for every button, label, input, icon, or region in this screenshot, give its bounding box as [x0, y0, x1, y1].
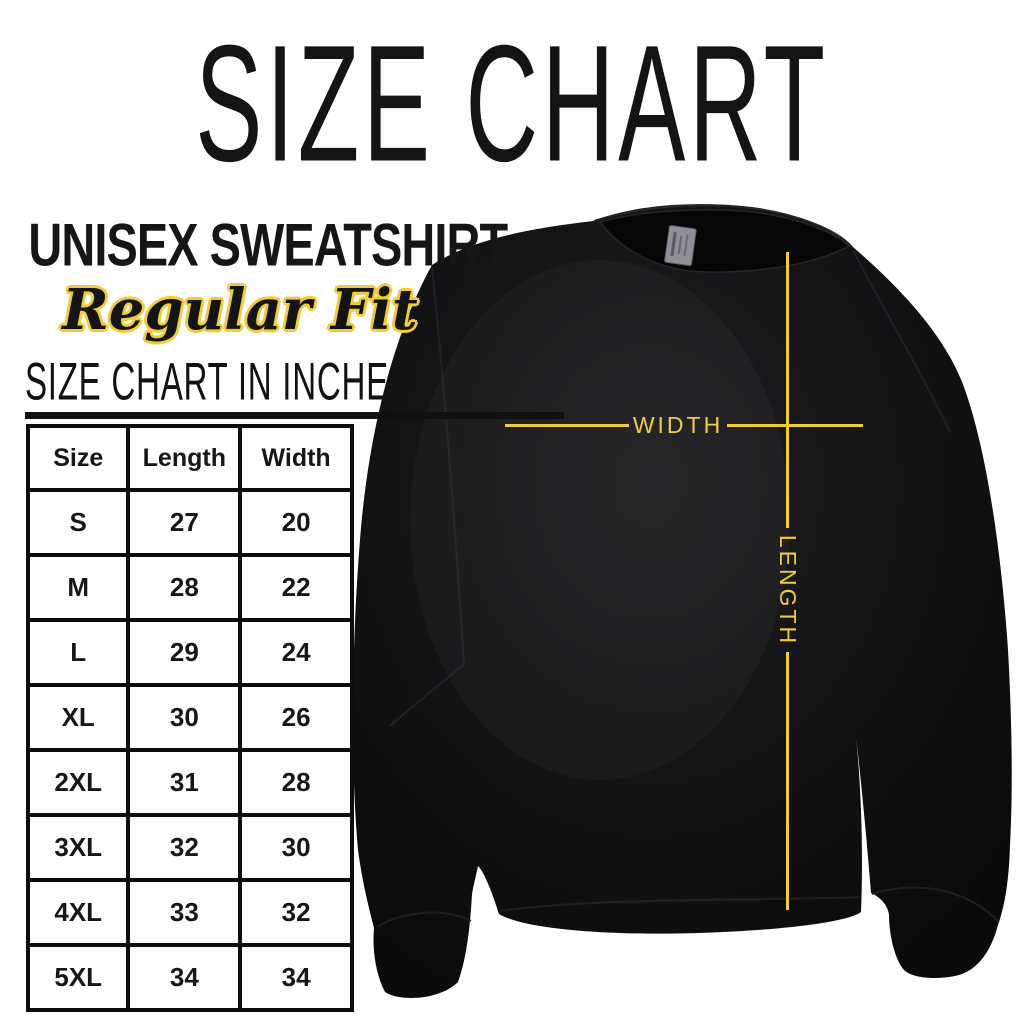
- cell-width: 20: [238, 488, 354, 557]
- table-row: L 29 24: [25, 618, 354, 687]
- cell-size: 5XL: [25, 943, 131, 1012]
- cell-width: 26: [238, 683, 354, 752]
- left-cuff-seam: [376, 911, 472, 928]
- cell-length: 27: [126, 488, 243, 557]
- right-shoulder-seam: [852, 249, 951, 433]
- cell-width: 30: [238, 813, 354, 882]
- page-title: SIZE CHART: [195, 10, 829, 196]
- cell-width: 28: [238, 748, 354, 817]
- length-label-wrap: LENGTH: [766, 528, 810, 652]
- cell-size: S: [25, 488, 131, 557]
- cell-length: 33: [126, 878, 243, 947]
- size-table: Size Length Width S 27 20 M 28 22 L 29 2…: [25, 424, 354, 1012]
- length-label: LENGTH: [775, 534, 802, 646]
- cell-size: M: [25, 553, 131, 622]
- section-heading: SIZE CHART IN INCHES: [25, 351, 565, 419]
- length-measure-line-bottom: [786, 652, 789, 910]
- table-row: M 28 22: [25, 553, 354, 622]
- width-label-wrap: WIDTH: [629, 411, 727, 439]
- sweatshirt-silhouette: [352, 204, 1012, 998]
- cell-length: 29: [126, 618, 243, 687]
- section-heading-text: SIZE CHART IN INCHES: [25, 351, 412, 411]
- cell-size: 3XL: [25, 813, 131, 882]
- cell-width: 32: [238, 878, 354, 947]
- col-header-length: Length: [126, 424, 243, 492]
- col-header-width: Width: [238, 424, 354, 492]
- table-row: S 27 20: [25, 488, 354, 557]
- product-name: UNISEX SWEATSHIRT: [28, 211, 508, 279]
- collar-seam: [593, 204, 853, 248]
- cell-size: 2XL: [25, 748, 131, 817]
- width-measure-line-right: [727, 424, 863, 427]
- left-armhole-seam: [389, 663, 465, 727]
- cell-size: XL: [25, 683, 131, 752]
- left-shoulder-seam: [431, 267, 465, 665]
- table-row: 2XL 31 28: [25, 748, 354, 817]
- cell-width: 34: [238, 943, 354, 1012]
- hem-rib-seam: [499, 896, 861, 912]
- cell-length: 31: [126, 748, 243, 817]
- table-header-row: Size Length Width: [25, 424, 354, 492]
- product-subheading: UNISEX SWEATSHIRT Regular Fit: [10, 210, 508, 343]
- table-row: 5XL 34 34: [25, 943, 354, 1012]
- cell-size: L: [25, 618, 131, 687]
- right-cuff-seam: [871, 886, 1000, 923]
- cell-length: 28: [126, 553, 243, 622]
- table-row: 4XL 33 32: [25, 878, 354, 947]
- col-header-size: Size: [25, 424, 131, 492]
- page-title-wrap: SIZE CHART: [0, 8, 1024, 195]
- table-row: XL 30 26: [25, 683, 354, 752]
- cell-width: 24: [238, 618, 354, 687]
- product-fit: Regular Fit: [62, 277, 418, 343]
- cell-size: 4XL: [25, 878, 131, 947]
- neck-tag: [664, 225, 697, 267]
- width-label: WIDTH: [632, 411, 724, 438]
- table-row: 3XL 32 30: [25, 813, 354, 882]
- width-measure-line-left: [505, 424, 629, 427]
- length-measure-line-top: [786, 252, 789, 528]
- cell-width: 22: [238, 553, 354, 622]
- cell-length: 30: [126, 683, 243, 752]
- cell-length: 34: [126, 943, 243, 1012]
- cell-length: 32: [126, 813, 243, 882]
